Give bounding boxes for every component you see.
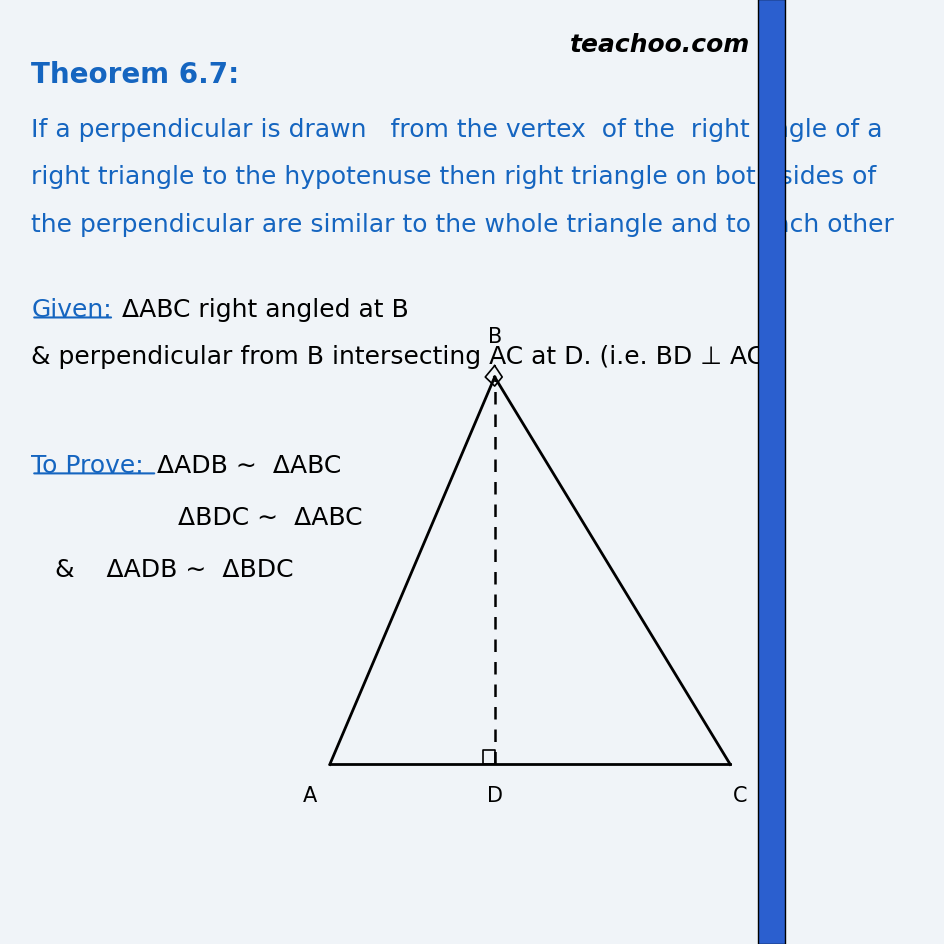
Text: right triangle to the hypotenuse then right triangle on both sides of: right triangle to the hypotenuse then ri… xyxy=(31,165,876,189)
FancyBboxPatch shape xyxy=(757,0,784,944)
Text: To Prove:: To Prove: xyxy=(31,453,143,477)
Text: D: D xyxy=(486,785,502,805)
Text: B: B xyxy=(487,327,501,346)
Text: If a perpendicular is drawn   from the vertex  of the  right angle of a: If a perpendicular is drawn from the ver… xyxy=(31,118,882,142)
Text: ΔABC right angled at B: ΔABC right angled at B xyxy=(113,297,408,321)
Text: &    ΔADB ∼  ΔBDC: & ΔADB ∼ ΔBDC xyxy=(31,557,294,581)
Text: Given:: Given: xyxy=(31,297,112,321)
Text: A: A xyxy=(303,785,317,805)
Text: & perpendicular from B intersecting AC at D. (i.e. BD ⊥ AC): & perpendicular from B intersecting AC a… xyxy=(31,345,773,368)
Text: teachoo.com: teachoo.com xyxy=(569,33,750,57)
Text: C: C xyxy=(732,785,746,805)
Text: ΔADB ∼  ΔABC: ΔADB ∼ ΔABC xyxy=(157,453,341,477)
Text: the perpendicular are similar to the whole triangle and to each other: the perpendicular are similar to the who… xyxy=(31,212,893,236)
Text: ΔBDC ∼  ΔABC: ΔBDC ∼ ΔABC xyxy=(113,505,362,529)
Text: Theorem 6.7:: Theorem 6.7: xyxy=(31,61,240,90)
